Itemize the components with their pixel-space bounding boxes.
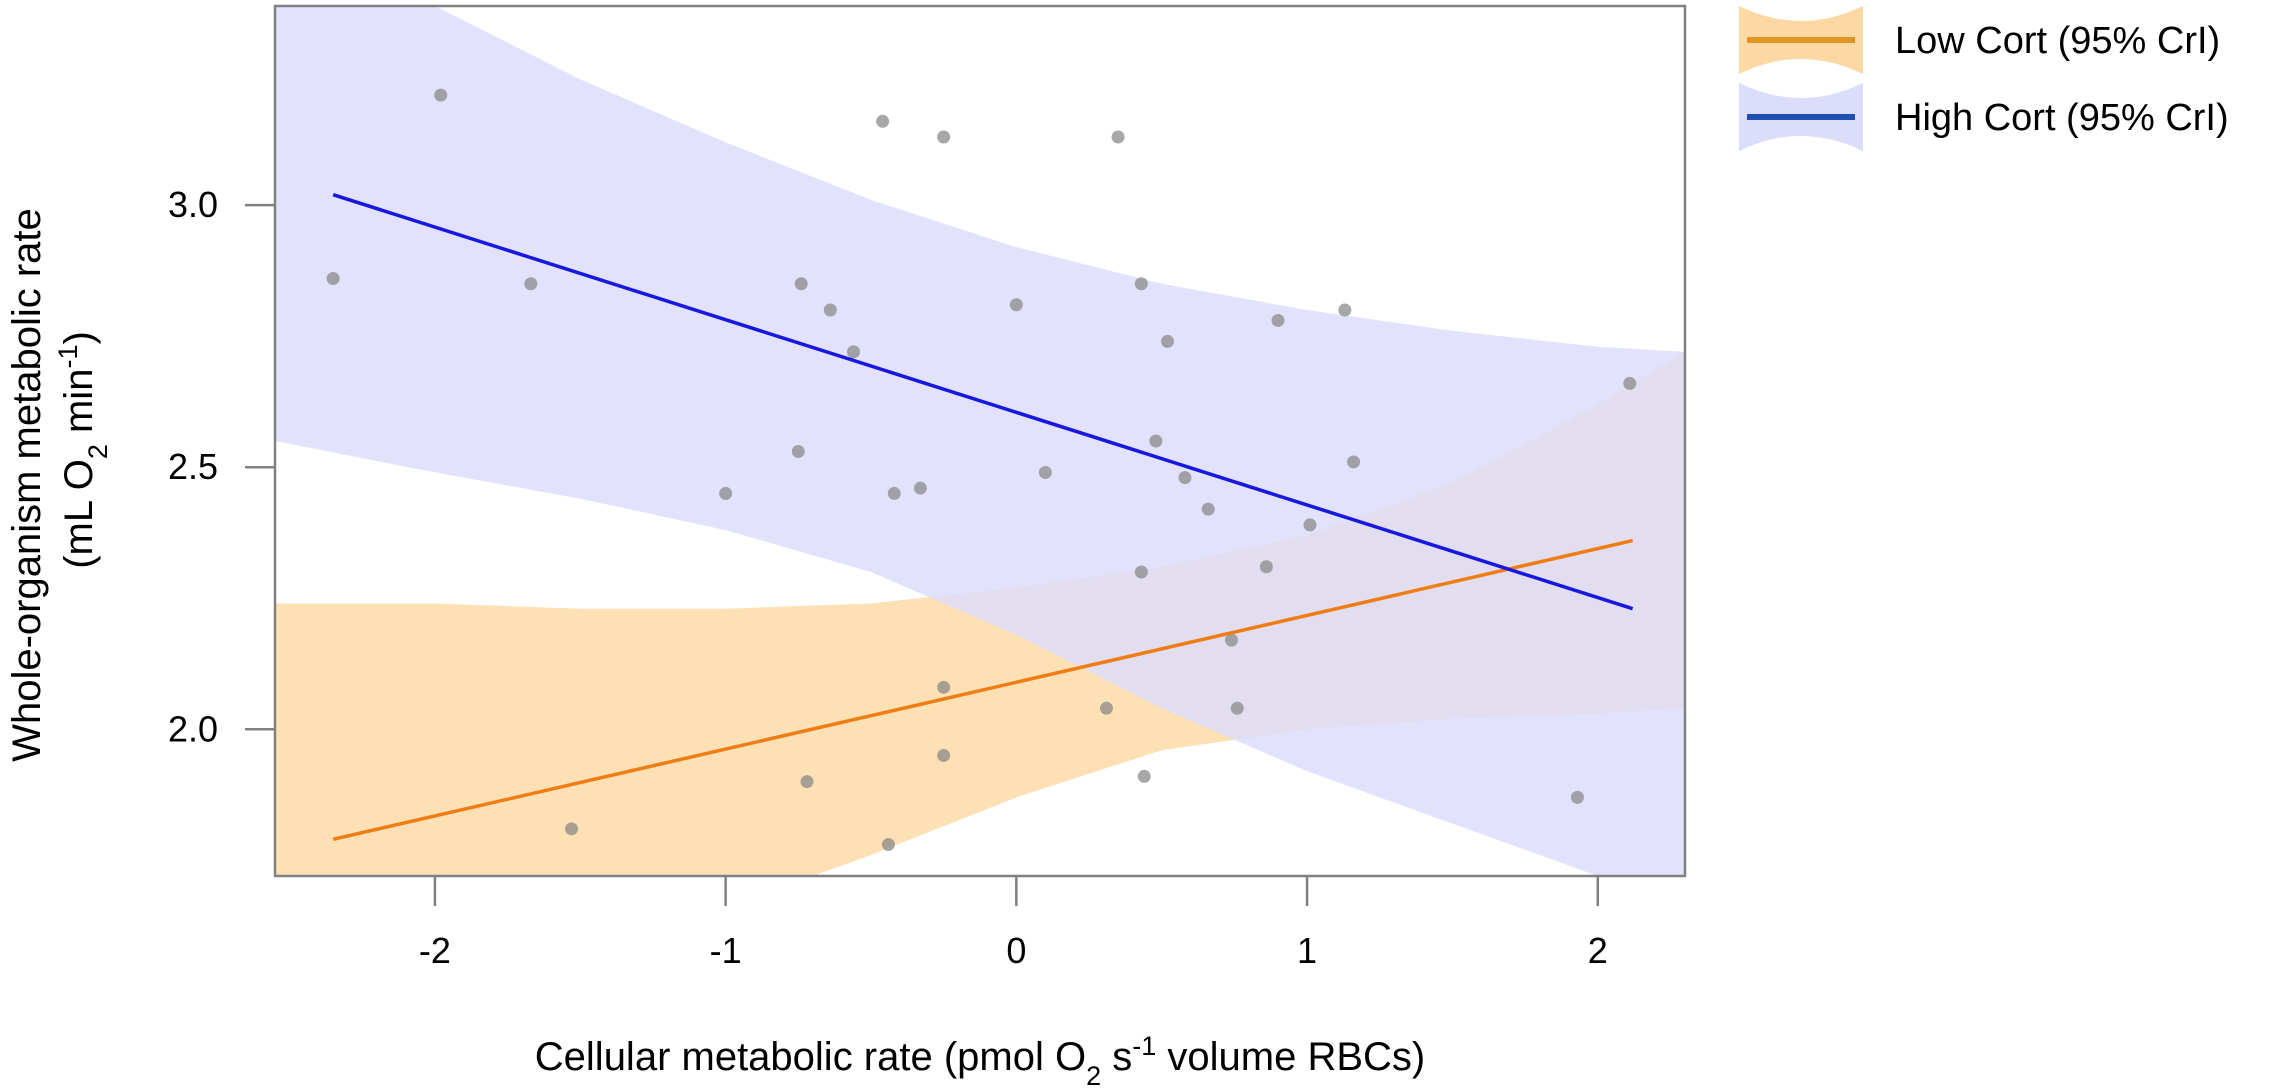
legend: Low Cort (95% CrI) High Cort (95% CrI): [1739, 6, 2229, 151]
high-cort-data-point: [1134, 277, 1148, 291]
low-cort-data-point: [565, 822, 579, 836]
low-cort-data-point: [937, 748, 951, 762]
y-tick-label: 2.5: [168, 446, 218, 487]
high-cort-data-point: [326, 272, 340, 286]
x-axis-label: Cellular metabolic rate (pmol O2 s-1 vol…: [535, 1031, 1425, 1089]
high-cort-data-point: [1137, 769, 1151, 783]
high-cort-data-point: [719, 486, 733, 500]
plot-frame: [273, 4, 1687, 878]
high-cort-data-point: [1009, 298, 1023, 312]
high-cort-data-point: [1161, 334, 1175, 348]
high-cort-data-point: [524, 277, 538, 291]
high-cort-data-point: [881, 838, 895, 852]
x-tick-label: -1: [710, 930, 742, 971]
high-cort-data-point: [1038, 465, 1052, 479]
high-cort-data-point: [1271, 313, 1285, 327]
low-cort-data-point: [1224, 633, 1238, 647]
low-cort-fit-line: [332, 538, 1634, 842]
high-cort-fit-line: [332, 193, 1634, 611]
high-cort-data-point: [1178, 471, 1192, 485]
low-cort-data-point: [1303, 518, 1317, 532]
low-cort-data-point: [800, 775, 814, 789]
high-cort-data-point: [823, 303, 837, 317]
high-cort-data-point: [434, 88, 448, 102]
high-cort-data-point: [847, 345, 861, 359]
legend-label-high-cort: High Cort (95% CrI): [1895, 97, 2229, 139]
high-cort-data-point: [1201, 502, 1215, 516]
high-cort-data-point: [791, 444, 805, 458]
low-cort-data-point: [1259, 560, 1273, 574]
high-cort-data-point: [887, 486, 901, 500]
low-cort-data-point: [1230, 701, 1244, 715]
legend-label-low-cort: Low Cort (95% CrI): [1895, 20, 2220, 62]
high-cort-data-point: [913, 481, 927, 495]
x-tick-label: 0: [1006, 930, 1026, 971]
y-tick-label: 2.0: [168, 708, 218, 749]
y-axis-label-line1: Whole-organism metabolic rate: [5, 208, 49, 762]
y-axis-label-line2: (mL O2 min-1): [53, 331, 113, 569]
high-cort-data-point: [1347, 455, 1361, 469]
high-cort-data-point: [1338, 303, 1352, 317]
high-cort-data-point: [1570, 790, 1584, 804]
x-tick-label: -2: [419, 930, 451, 971]
high-cort-data-point: [1149, 434, 1163, 448]
high-cort-data-point: [794, 277, 808, 291]
high-cort-credible-band: [275, 6, 1685, 876]
x-tick-label: 2: [1588, 930, 1608, 971]
x-tick-label: 1: [1297, 930, 1317, 971]
y-tick-label: 3.0: [168, 184, 218, 225]
low-cort-data-point: [1099, 701, 1113, 715]
low-cort-data-point: [937, 680, 951, 694]
low-cort-data-point: [1623, 376, 1637, 390]
low-cort-data-point: [1134, 565, 1148, 579]
high-cort-data-point: [876, 114, 890, 128]
high-cort-data-point: [937, 130, 951, 144]
high-cort-data-point: [1111, 130, 1125, 144]
